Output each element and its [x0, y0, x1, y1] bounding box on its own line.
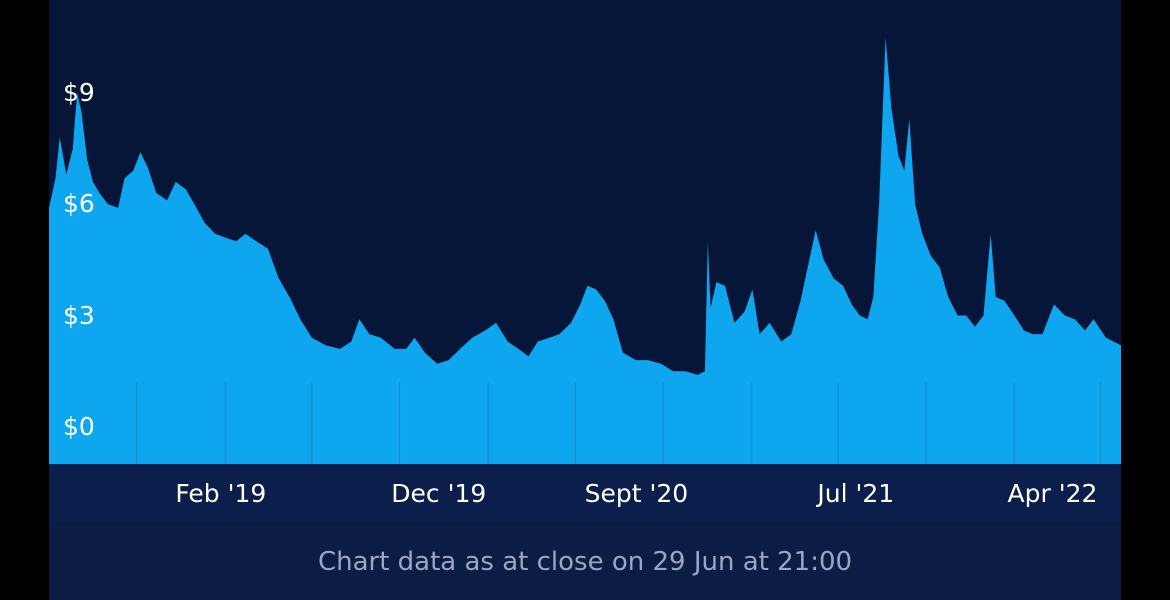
- chart-panel: $9 $6 $3 $0 Feb '19 Dec '19 Sept '20 Jul…: [49, 0, 1121, 600]
- price-area-series: [49, 37, 1121, 464]
- y-tick-label: $6: [63, 189, 95, 219]
- price-area-chart[interactable]: [49, 0, 1121, 464]
- x-axis-band: [49, 464, 1121, 522]
- chart-footnote: Chart data as at close on 29 Jun at 21:0…: [317, 547, 853, 577]
- x-tick-label: Sept '20: [584, 479, 689, 508]
- x-tick-label: Feb '19: [175, 479, 267, 508]
- x-tick-label: Dec '19: [391, 479, 487, 508]
- x-tick-label: Jul '21: [817, 479, 895, 508]
- y-tick-label: $3: [63, 300, 95, 330]
- y-tick-label: $0: [63, 411, 95, 441]
- y-tick-label: $9: [63, 77, 95, 107]
- x-tick-label: Apr '22: [1007, 479, 1098, 508]
